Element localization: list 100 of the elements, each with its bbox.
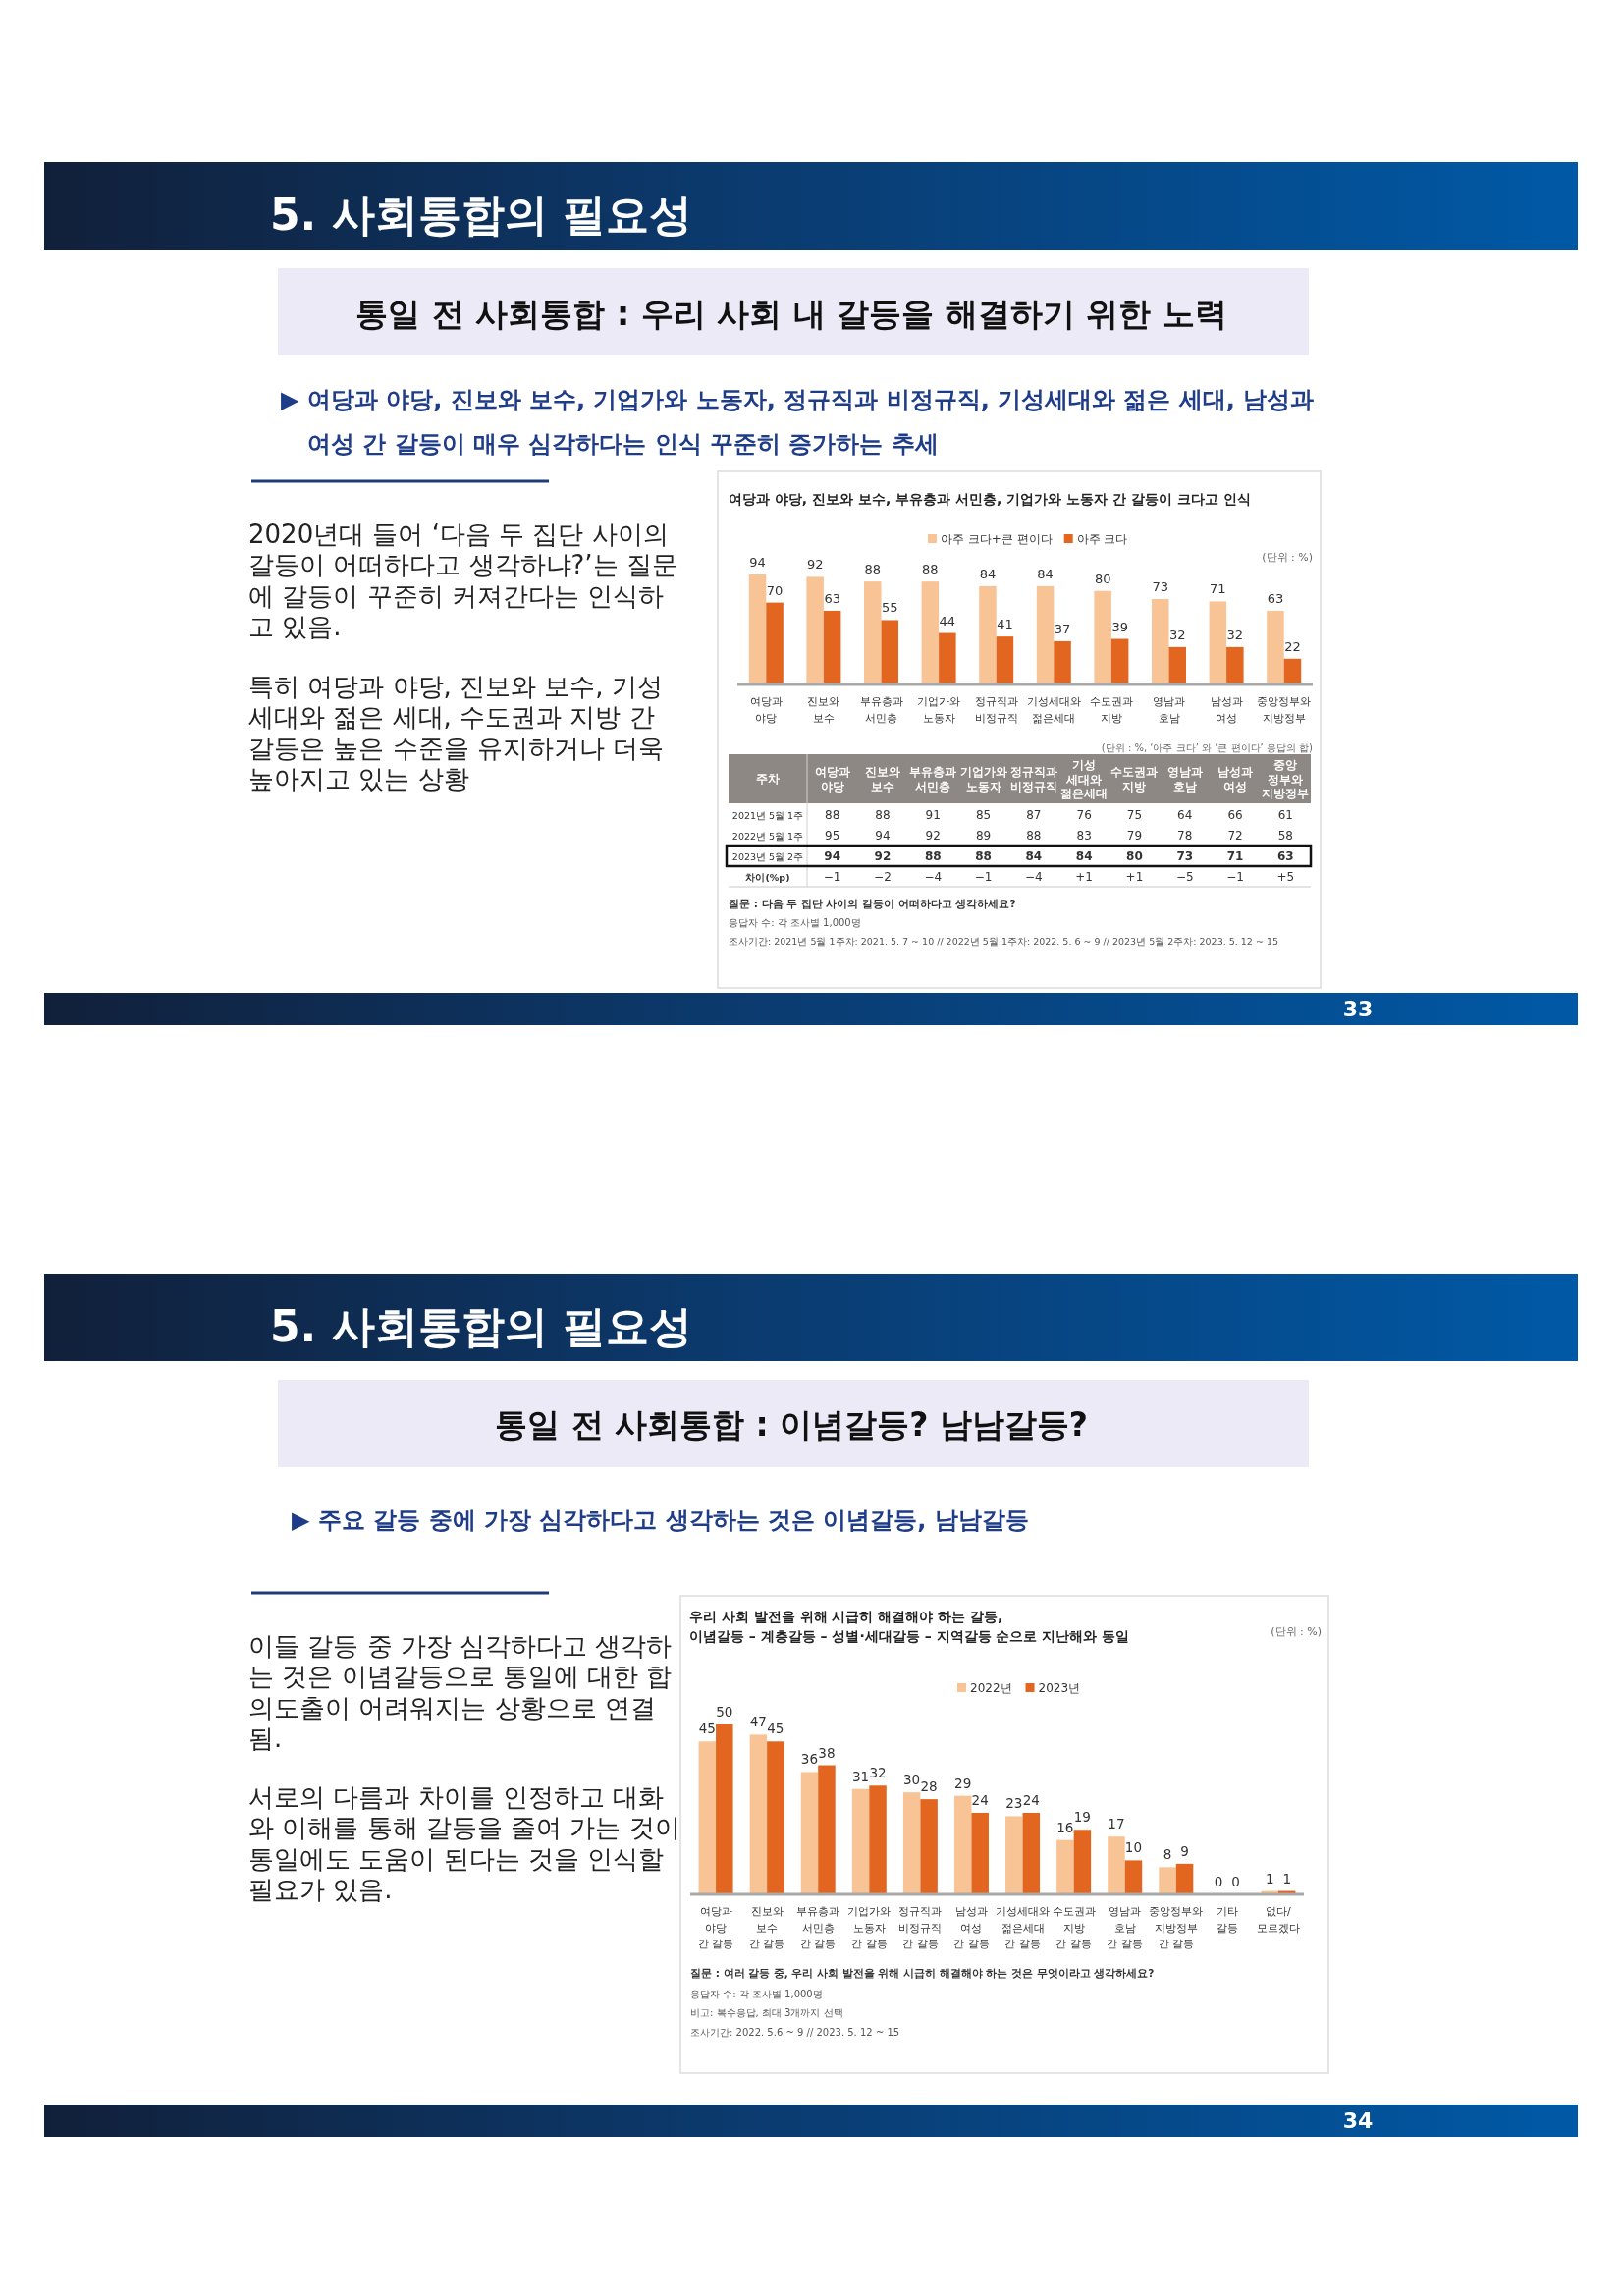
text: 차이(%p) [745, 872, 790, 883]
category-label: 남성과 여성 [1217, 765, 1254, 793]
data-label: 88 [924, 849, 942, 863]
x-tick-label: 진보와 보수 [807, 695, 840, 724]
data-label: 24 [971, 1791, 989, 1808]
data-label: 88 [825, 808, 840, 822]
x-tick-label: 기성세대와 젊은세대 [1026, 695, 1081, 724]
data-label: 88 [1026, 829, 1042, 843]
data-label: 73 [1152, 579, 1169, 595]
data-label: 84 [1037, 566, 1054, 581]
data-label: 29 [954, 1775, 972, 1791]
data-label: 71 [1210, 581, 1226, 597]
bar [881, 620, 898, 684]
data-label: 24 [1022, 1791, 1040, 1808]
x-tick-label: 여당과 야당 [749, 695, 783, 724]
x-tick-label: 남성과 여성 간 갈등 [953, 1905, 990, 1950]
category-label: 영남과 호남 [1166, 765, 1203, 793]
category-label: 기업가와 노동자 [959, 765, 1007, 793]
x-tick-label: 수도권과 지방 간 갈등 [1052, 1905, 1096, 1950]
data-label: −5 [1175, 870, 1194, 884]
data-label: 66 [1227, 808, 1243, 822]
data-label: +1 [1125, 870, 1144, 884]
text: 질문 : 여러 갈등 중, 우리 사회 발전을 위해 시급히 해결해야 하는 것은 무엇이라고 생각하세요? [690, 1967, 1155, 1979]
bar [971, 1812, 989, 1894]
data-label: 76 [1076, 808, 1092, 822]
data-label: 63 [1267, 590, 1284, 606]
bar [1094, 590, 1111, 684]
data-label: 1 [1265, 1870, 1274, 1886]
data-label: 94 [824, 849, 840, 863]
x-tick-label: 부유층과 서민층 [859, 695, 903, 724]
legend-label: 아주 크다+큰 편이다 [941, 532, 1053, 546]
category-label: 기성 세대와 젊은세대 [1060, 758, 1109, 800]
text: 주차 [756, 772, 780, 786]
x-tick-label: 진보와 보수 간 갈등 [748, 1905, 785, 1950]
data-label: 78 [1177, 829, 1193, 843]
bar [953, 1795, 972, 1894]
category-label: 정규직과 비정규직 [1009, 765, 1057, 793]
data-label: 84 [1075, 849, 1093, 863]
data-label: 91 [925, 808, 941, 822]
bar [806, 576, 824, 684]
x-tick-label: 정규직과 비정규직 [974, 695, 1018, 724]
bar [1073, 1830, 1092, 1894]
data-label: 80 [1094, 571, 1111, 586]
bar [749, 1734, 768, 1894]
legend-label: 2022년 [970, 1681, 1012, 1695]
data-label: 39 [1111, 619, 1128, 634]
bar [1159, 1867, 1176, 1894]
bar [1110, 638, 1129, 684]
data-label: 94 [749, 555, 766, 570]
bar [902, 1792, 921, 1894]
text: 응답자 수: 각 조사별 1,000명 [690, 1989, 823, 1999]
bar [1267, 610, 1284, 684]
data-label: 83 [1076, 829, 1092, 843]
text: 2021년 5월 1주 [731, 810, 804, 821]
data-label: −1 [1226, 870, 1244, 884]
bar [996, 636, 1014, 684]
legend-label: 2023년 [1038, 1681, 1081, 1695]
bar [869, 1785, 887, 1894]
data-label: 17 [1108, 1816, 1125, 1832]
x-tick-label: 영남과 호남 간 갈등 [1107, 1905, 1143, 1950]
bar [800, 1772, 819, 1894]
data-label: 47 [749, 1714, 767, 1730]
data-label: 61 [1277, 808, 1293, 822]
data-label: +5 [1276, 870, 1295, 884]
x-tick-label: 기타 갈등 [1216, 1905, 1238, 1935]
category-label: 진보와 보수 [864, 765, 900, 793]
data-label: 23 [1005, 1795, 1023, 1812]
data-label: 88 [975, 849, 992, 863]
bar [1209, 601, 1227, 684]
text: 통일 전 사회통합 : 우리 사회 내 갈등을 해결하기 위한 노력 [355, 295, 1227, 333]
data-label: 71 [1226, 849, 1244, 863]
text: 응답자 수: 각 조사별 1,000명 [729, 917, 861, 928]
data-label: 92 [874, 849, 892, 863]
data-label: 38 [818, 1744, 836, 1761]
bar [748, 574, 767, 684]
bar [1005, 1816, 1023, 1894]
bar [921, 581, 940, 684]
data-label: 75 [1126, 808, 1143, 822]
data-label: 88 [922, 562, 939, 577]
data-label: 41 [997, 617, 1013, 632]
text: (단위 : %, ‘아주 크다’ 와 ‘큰 편이다’ 응답의 합) [1101, 742, 1314, 753]
text: 조사기간: 2022. 5.6 ~ 9 // 2023. 5. 12 ~ 15 [690, 2027, 900, 2038]
bar [1124, 1860, 1143, 1894]
data-label: 0 [1231, 1874, 1240, 1889]
data-label: −1 [974, 870, 993, 884]
bar [920, 1799, 938, 1894]
text: 비고: 복수응답, 최대 3개까지 선택 [690, 2007, 843, 2018]
data-label: 9 [1180, 1842, 1189, 1859]
bar [823, 610, 841, 684]
data-label: 10 [1124, 1839, 1143, 1856]
x-tick-label: 기업가와 노동자 [917, 695, 961, 724]
data-label: 36 [800, 1751, 819, 1768]
data-label: 95 [825, 829, 840, 843]
x-tick-label: 정규직과 비정규직 간 갈등 [898, 1905, 943, 1950]
x-tick-label: 남성과 여성 [1210, 695, 1243, 724]
data-label: 31 [851, 1768, 870, 1784]
bar [1283, 658, 1302, 684]
data-label: 28 [920, 1778, 938, 1795]
bar [698, 1741, 717, 1894]
data-label: 92 [925, 829, 941, 843]
